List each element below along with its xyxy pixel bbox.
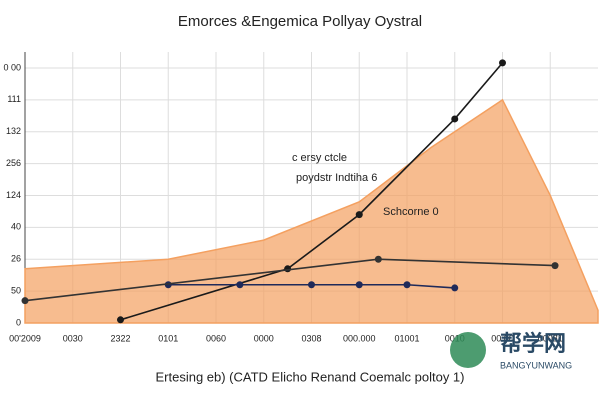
y-tick-label: 111: [7, 94, 21, 104]
line: [168, 283, 455, 289]
x-tick-label: 000.000: [343, 333, 376, 343]
point: [117, 316, 124, 324]
point: [21, 297, 29, 305]
point: [451, 115, 459, 123]
point: [403, 281, 411, 289]
area: [24, 98, 599, 324]
y-tick-label: 0: [16, 317, 21, 327]
point: [355, 281, 363, 289]
watermark: 帮学网: [500, 331, 566, 356]
point: [551, 262, 559, 270]
x-tick-label: 00'2009: [9, 333, 41, 343]
y-tick-label: 50: [11, 285, 21, 295]
x-tick-label: 01001: [394, 333, 419, 343]
point: [451, 284, 459, 292]
watermark-logo: [450, 332, 486, 368]
point: [308, 281, 315, 289]
x-tick-label: 0030: [63, 333, 83, 343]
x-tick-label: 0308: [301, 333, 321, 343]
watermark: BANGYUNWANG: [500, 360, 572, 370]
point: [355, 211, 363, 219]
point: [374, 255, 382, 263]
annotation: poydstr Indtiha 6: [296, 172, 377, 184]
y-tick-label: 132: [6, 126, 21, 136]
y-tick-label: 0 00: [3, 62, 21, 72]
y-tick-label: 40: [11, 222, 21, 232]
x-tick-label: 2322: [110, 333, 130, 343]
plot-area: 0 50 26 40 124 256 132 111 0 00 00'2009 0030 2322 01…: [3, 52, 599, 343]
point: [236, 281, 244, 289]
x-axis-label: Ertesing eb) (CATD Elicho Renand Coemalc…: [155, 369, 464, 384]
annotation: c ersy ctcle: [292, 152, 347, 164]
x-tick-label: 0000: [254, 333, 274, 343]
y-tick-label: 26: [11, 254, 21, 264]
annotation: Schcorne 0: [383, 206, 439, 218]
chart-title: Emorces &Engemica Pollyay Oystral: [178, 13, 422, 30]
y-tick-label: 256: [6, 158, 21, 168]
x-tick-label: 0060: [206, 333, 226, 343]
x-tick-label: 00081: [538, 333, 563, 343]
x-tick-label: 0101: [158, 333, 178, 343]
point: [499, 59, 506, 67]
x-tick-label: 00:00: [491, 333, 514, 343]
y-tick-label: 124: [6, 190, 21, 200]
